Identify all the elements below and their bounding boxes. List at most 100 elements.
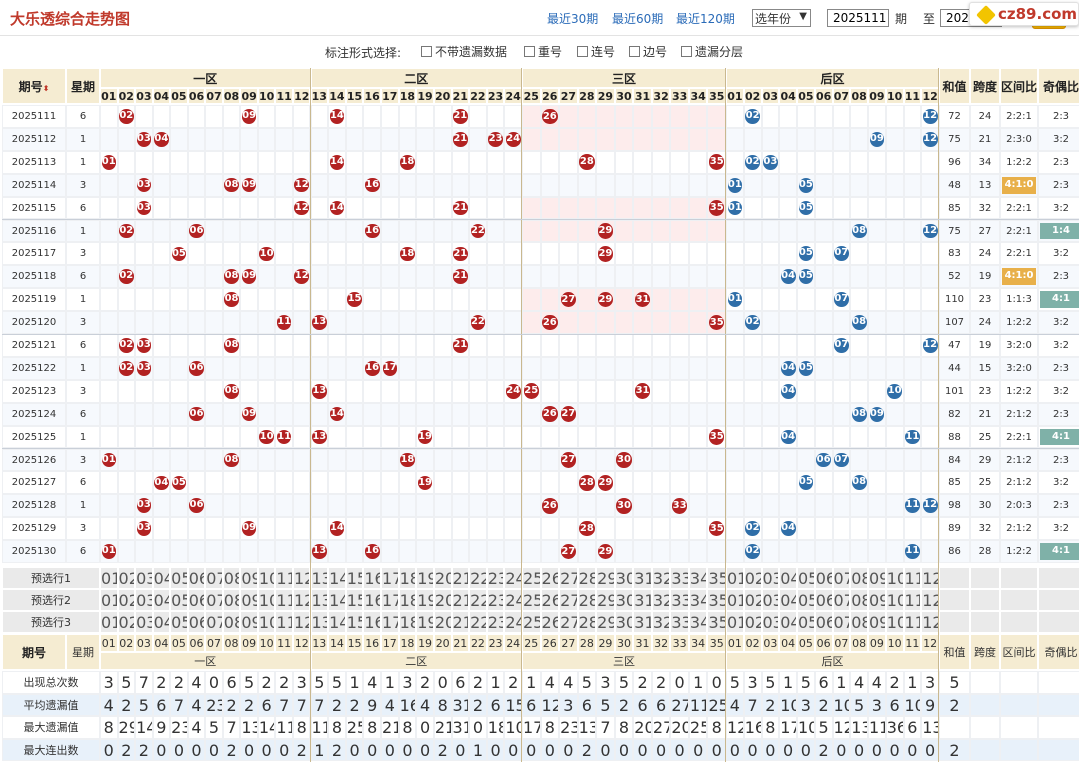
preselect-number[interactable]: 30: [614, 611, 634, 633]
preselect-number[interactable]: 11: [903, 567, 922, 589]
preselect-number[interactable]: 14: [328, 567, 346, 589]
preselect-number[interactable]: 12: [292, 611, 311, 633]
checkbox-icon[interactable]: [577, 46, 588, 57]
preselect-number[interactable]: 04: [779, 567, 797, 589]
preselect-number[interactable]: 03: [135, 567, 153, 589]
checkbox-icon[interactable]: [681, 46, 692, 57]
preselect-number[interactable]: 15: [345, 611, 364, 633]
preselect-number[interactable]: 34: [688, 589, 708, 611]
preselect-number[interactable]: 05: [797, 567, 815, 589]
preselect-number[interactable]: 01: [726, 611, 744, 633]
preselect-number[interactable]: 02: [117, 567, 136, 589]
preselect-number[interactable]: 21: [451, 589, 470, 611]
preselect-number[interactable]: 03: [761, 611, 780, 633]
preselect-number[interactable]: 02: [743, 589, 762, 611]
preselect-number[interactable]: 29: [596, 567, 615, 589]
preselect-number[interactable]: 06: [187, 611, 206, 633]
preselect-number[interactable]: 08: [222, 589, 241, 611]
link-last-120[interactable]: 最近120期: [676, 12, 735, 26]
preselect-number[interactable]: 06: [814, 611, 833, 633]
preselect-number[interactable]: 01: [726, 589, 744, 611]
preselect-number[interactable]: 13: [310, 611, 329, 633]
preselect-number[interactable]: 10: [257, 611, 276, 633]
preselect-number[interactable]: 21: [451, 611, 470, 633]
preselect-number[interactable]: 04: [779, 589, 797, 611]
preselect-number[interactable]: 02: [743, 611, 762, 633]
preselect-number[interactable]: 09: [868, 567, 886, 589]
preselect-number[interactable]: 04: [779, 611, 797, 633]
preselect-number[interactable]: 04: [152, 611, 171, 633]
preselect-number[interactable]: 28: [577, 611, 597, 633]
preselect-number[interactable]: 02: [117, 589, 136, 611]
preselect-number[interactable]: 03: [761, 589, 780, 611]
preselect-number[interactable]: 23: [486, 567, 505, 589]
preselect-number[interactable]: 24: [504, 589, 522, 611]
preselect-number[interactable]: 12: [921, 589, 939, 611]
option-no-miss-data[interactable]: 不带遗漏数据: [421, 43, 507, 60]
preselect-number[interactable]: 12: [292, 567, 311, 589]
preselect-number[interactable]: 06: [187, 589, 206, 611]
preselect-number[interactable]: 28: [577, 589, 597, 611]
preselect-number[interactable]: 27: [559, 611, 578, 633]
preselect-number[interactable]: 05: [170, 567, 188, 589]
preselect-number[interactable]: 10: [257, 567, 276, 589]
preselect-number[interactable]: 05: [170, 611, 188, 633]
preselect-number[interactable]: 35: [707, 567, 726, 589]
preselect-number[interactable]: 19: [416, 589, 434, 611]
preselect-number[interactable]: 06: [814, 567, 833, 589]
preselect-number[interactable]: 22: [469, 611, 487, 633]
preselect-number[interactable]: 06: [814, 589, 833, 611]
checkbox-icon[interactable]: [524, 46, 535, 57]
preselect-number[interactable]: 23: [486, 611, 505, 633]
preselect-number[interactable]: 17: [381, 567, 399, 589]
preselect-number[interactable]: 14: [328, 611, 346, 633]
from-period-input[interactable]: [827, 9, 889, 27]
preselect-number[interactable]: 32: [651, 589, 671, 611]
preselect-number[interactable]: 27: [559, 589, 578, 611]
preselect-number[interactable]: 11: [275, 589, 293, 611]
preselect-number[interactable]: 10: [885, 589, 904, 611]
preselect-number[interactable]: 27: [559, 567, 578, 589]
link-last-30[interactable]: 最近30期: [547, 12, 599, 26]
preselect-number[interactable]: 23: [486, 589, 505, 611]
preselect-number[interactable]: 18: [398, 611, 417, 633]
preselect-number[interactable]: 25: [522, 567, 541, 589]
preselect-number[interactable]: 10: [885, 611, 904, 633]
preselect-number[interactable]: 04: [152, 567, 171, 589]
option-consecutive[interactable]: 连号: [577, 43, 615, 60]
preselect-number[interactable]: 08: [850, 589, 868, 611]
preselect-number[interactable]: 10: [885, 567, 904, 589]
preselect-number[interactable]: 12: [921, 567, 939, 589]
link-last-60[interactable]: 最近60期: [612, 12, 664, 26]
preselect-number[interactable]: 04: [152, 589, 171, 611]
col-period-header[interactable]: 期号⬍: [2, 68, 66, 104]
preselect-number[interactable]: 33: [670, 567, 689, 589]
preselect-number[interactable]: 02: [743, 567, 762, 589]
preselect-number[interactable]: 26: [540, 567, 560, 589]
preselect-number[interactable]: 17: [381, 611, 399, 633]
preselect-number[interactable]: 12: [921, 611, 939, 633]
preselect-number[interactable]: 31: [633, 611, 652, 633]
preselect-number[interactable]: 21: [451, 567, 470, 589]
preselect-number[interactable]: 09: [868, 589, 886, 611]
preselect-number[interactable]: 11: [903, 611, 922, 633]
checkbox-icon[interactable]: [421, 46, 432, 57]
preselect-number[interactable]: 15: [345, 589, 364, 611]
preselect-number[interactable]: 08: [850, 611, 868, 633]
preselect-number[interactable]: 20: [433, 611, 452, 633]
checkbox-icon[interactable]: [629, 46, 640, 57]
preselect-number[interactable]: 01: [100, 567, 118, 589]
preselect-number[interactable]: 01: [100, 589, 118, 611]
preselect-number[interactable]: 26: [540, 589, 560, 611]
option-repeat[interactable]: 重号: [524, 43, 562, 60]
preselect-number[interactable]: 03: [761, 567, 780, 589]
preselect-number[interactable]: 26: [540, 611, 560, 633]
preselect-number[interactable]: 31: [633, 589, 652, 611]
preselect-number[interactable]: 30: [614, 567, 634, 589]
preselect-number[interactable]: 07: [832, 589, 851, 611]
preselect-number[interactable]: 20: [433, 589, 452, 611]
preselect-number[interactable]: 07: [205, 611, 223, 633]
year-select[interactable]: 选年份 ▼: [752, 9, 811, 27]
preselect-number[interactable]: 07: [205, 567, 223, 589]
preselect-number[interactable]: 22: [469, 567, 487, 589]
